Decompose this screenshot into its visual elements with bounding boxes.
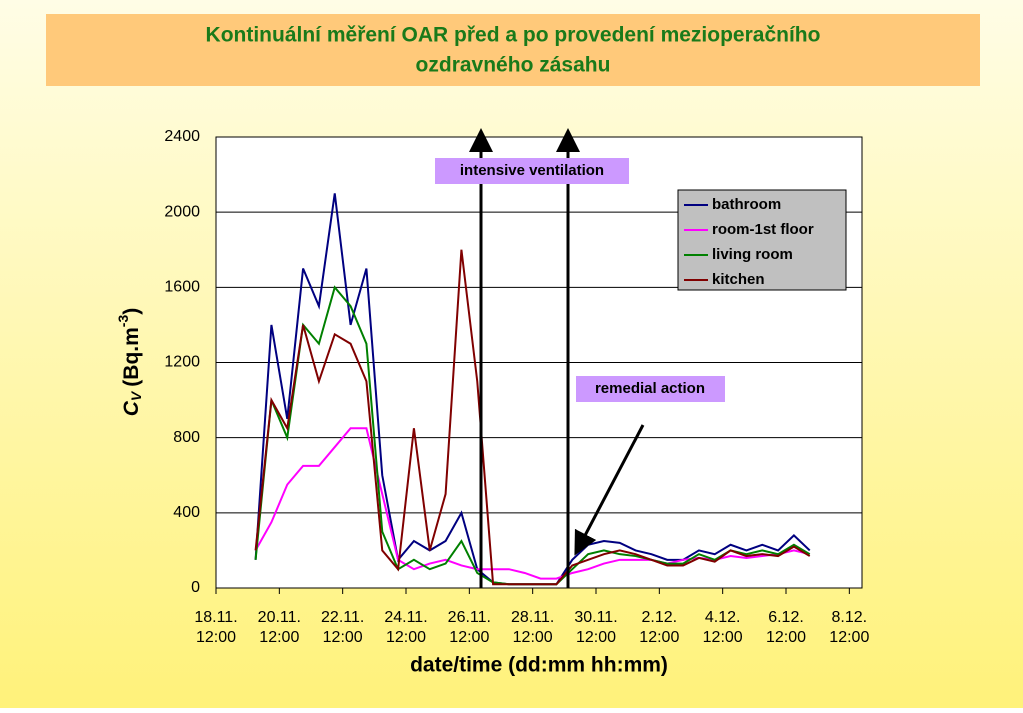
plot-border bbox=[215, 136, 863, 589]
x-tick-label: 28.11. 12:00 bbox=[511, 609, 554, 646]
y-axis-label: CV (Bq.m-3) bbox=[115, 308, 144, 416]
legend-box bbox=[677, 189, 847, 291]
x-tick-label: 8.12. 12:00 bbox=[829, 609, 869, 646]
x-tick-label: 6.12. 12:00 bbox=[766, 609, 806, 646]
x-axis-label: date/time (dd:mm hh:mm) bbox=[410, 654, 668, 677]
title: ozdravného zásahu bbox=[416, 54, 611, 77]
y-label-part: -3 bbox=[115, 315, 131, 328]
annotation-box bbox=[435, 158, 629, 184]
y-label-part: C bbox=[120, 400, 143, 416]
y-label-part: ) bbox=[120, 308, 143, 315]
series-line bbox=[254, 249, 811, 586]
y-label-part: V bbox=[128, 390, 144, 401]
x-tick-label: 30.11. 12:00 bbox=[574, 609, 617, 646]
x-tick-label: 20.11. 12:00 bbox=[258, 609, 301, 646]
y-tick-label: 2400 bbox=[164, 128, 200, 145]
y-tick-label: 0 bbox=[191, 579, 200, 596]
annotation: intensive ventilation bbox=[460, 162, 604, 179]
legend-label: bathroom bbox=[712, 196, 781, 213]
x-tick-label: 26.11. 12:00 bbox=[448, 609, 491, 646]
annotation-box bbox=[576, 376, 725, 402]
x-tick-label: 22.11. 12:00 bbox=[321, 609, 364, 646]
x-tick-label: 24.11. 12:00 bbox=[384, 609, 427, 646]
y-label-part: (Bq.m bbox=[120, 327, 143, 387]
annotation: remedial action bbox=[595, 380, 705, 397]
y-tick-label: 400 bbox=[173, 504, 200, 521]
title: Kontinuální měření OAR před a po provede… bbox=[206, 24, 821, 47]
title-banner bbox=[46, 14, 980, 86]
y-tick-label: 1200 bbox=[164, 354, 200, 371]
legend-label: kitchen bbox=[712, 271, 765, 288]
y-tick-label: 800 bbox=[173, 429, 200, 446]
x-tick-label: 4.12. 12:00 bbox=[703, 609, 743, 646]
y-tick-label: 2000 bbox=[164, 203, 200, 220]
arrow bbox=[574, 424, 645, 556]
legend-label: room-1st floor bbox=[712, 221, 814, 238]
x-tick-label: 2.12. 12:00 bbox=[639, 609, 679, 646]
y-tick-label: 1600 bbox=[164, 279, 200, 296]
legend-label: living room bbox=[712, 246, 793, 263]
x-tick-label: 18.11. 12:00 bbox=[194, 609, 237, 646]
